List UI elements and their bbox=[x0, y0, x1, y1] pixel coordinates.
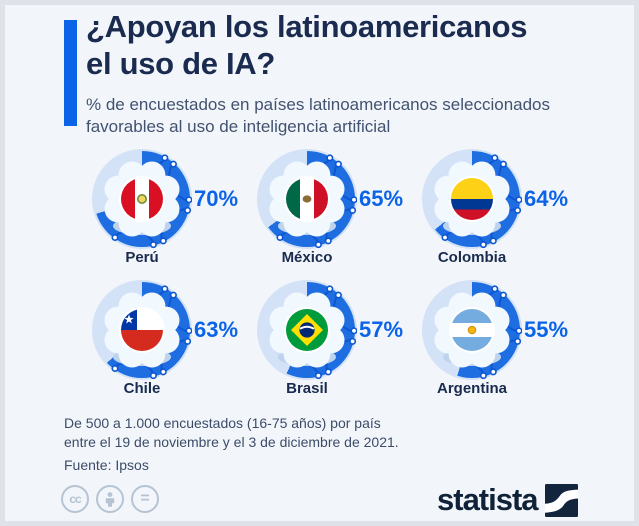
value-label: 65% bbox=[359, 186, 404, 211]
country-label: Brasil bbox=[286, 380, 328, 397]
peru-flag-icon bbox=[121, 178, 163, 220]
footnote-line-2: entre el 19 de noviembre y el 3 de dicie… bbox=[64, 434, 399, 450]
footnote: De 500 a 1.000 encuestados (16-75 años) … bbox=[64, 414, 399, 475]
country-label: Perú bbox=[125, 249, 159, 266]
statista-logo-text: statista bbox=[437, 482, 539, 517]
mexico-flag-icon bbox=[286, 178, 328, 220]
page-title: ¿Apoyan los latinoamericanos el uso de IA… bbox=[86, 8, 528, 82]
title-accent-bar bbox=[64, 20, 77, 126]
title-line-2: el uso de IA? bbox=[86, 46, 276, 81]
statista-logo[interactable]: statista bbox=[437, 482, 578, 518]
country-label: México bbox=[281, 249, 333, 266]
chart-subtitle: % de encuestados en países latinoamerica… bbox=[86, 94, 550, 138]
country-label: Argentina bbox=[436, 380, 507, 397]
subtitle-line-1: % de encuestados en países latinoamerica… bbox=[86, 95, 551, 114]
value-label: 55% bbox=[524, 317, 569, 342]
chart-cell-argentina: 55% Argentina bbox=[422, 280, 568, 397]
cc-nd-equals-icon[interactable]: = bbox=[131, 485, 159, 513]
source-note: Fuente: Ipsos bbox=[64, 457, 149, 473]
country-label: Chile bbox=[123, 380, 161, 397]
chart-cell-peru: 70% Perú bbox=[92, 149, 238, 266]
cc-icon[interactable]: cc bbox=[61, 485, 89, 513]
person-glyph bbox=[105, 491, 115, 507]
footnote-line-1: De 500 a 1.000 encuestados (16-75 años) … bbox=[64, 415, 381, 431]
colombia-flag-icon bbox=[451, 178, 493, 220]
title-line-1: ¿Apoyan los latinoamericanos bbox=[86, 9, 528, 44]
value-label: 70% bbox=[194, 186, 239, 211]
chart-cell-colombia: 64% Colombia bbox=[422, 149, 568, 266]
argentina-flag-icon bbox=[451, 309, 493, 351]
value-label: 57% bbox=[359, 317, 404, 342]
country-label: Colombia bbox=[437, 249, 507, 266]
statista-logo-mark-icon bbox=[544, 483, 578, 517]
chart-cell-chile: 63% Chile bbox=[92, 280, 238, 397]
subtitle-line-2: favorables al uso de inteligencia artifi… bbox=[86, 117, 391, 136]
cc-by-person-icon[interactable] bbox=[96, 485, 124, 513]
background bbox=[5, 5, 634, 521]
value-label: 64% bbox=[524, 186, 569, 211]
brasil-flag-icon bbox=[286, 309, 328, 351]
value-label: 63% bbox=[194, 317, 239, 342]
cc-license-badges: cc = bbox=[61, 485, 159, 513]
chart-cell-mexico: 65% México bbox=[257, 149, 403, 266]
chart-cell-brasil: 57% Brasil bbox=[257, 280, 403, 397]
chile-flag-icon bbox=[121, 309, 163, 351]
